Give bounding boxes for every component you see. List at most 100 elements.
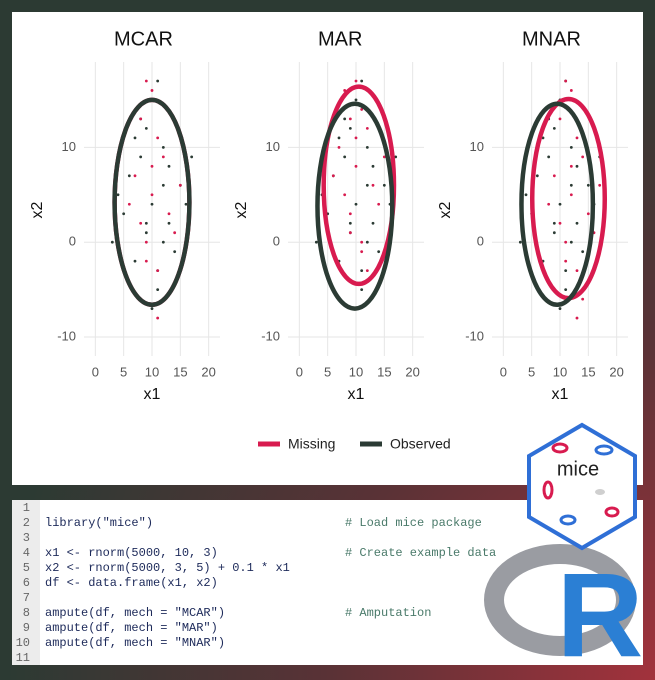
line-number: 9 bbox=[23, 621, 30, 635]
point bbox=[354, 79, 358, 83]
x-tick-label: 10 bbox=[553, 364, 567, 379]
point bbox=[360, 79, 364, 83]
point bbox=[122, 212, 126, 216]
code-text: ampute(df, mech = "MNAR") bbox=[45, 636, 225, 650]
point bbox=[569, 89, 573, 92]
y-tick-label: 0 bbox=[477, 234, 484, 249]
y-tick-label: 0 bbox=[69, 234, 76, 249]
point bbox=[144, 240, 148, 244]
point bbox=[156, 79, 160, 83]
x-tick-label: 15 bbox=[377, 364, 391, 379]
mice-text: mice bbox=[557, 458, 599, 480]
point bbox=[167, 221, 171, 225]
x-tick-label: 0 bbox=[500, 364, 507, 379]
point bbox=[575, 269, 579, 273]
point bbox=[360, 250, 364, 254]
code-lines: 12 library("mice") # Load mice package 34 x1… bbox=[16, 501, 497, 665]
point bbox=[184, 202, 188, 206]
point bbox=[547, 202, 551, 206]
point bbox=[156, 136, 160, 140]
point bbox=[365, 145, 369, 149]
point bbox=[161, 145, 165, 149]
point bbox=[348, 221, 352, 225]
x-tick-label: 5 bbox=[120, 364, 127, 379]
point bbox=[535, 174, 539, 178]
point bbox=[150, 307, 154, 310]
legend: Missing Observed bbox=[258, 436, 451, 452]
point bbox=[354, 202, 358, 206]
point bbox=[564, 240, 568, 244]
code-text: df <- data.frame(x1, x2) bbox=[45, 576, 218, 590]
legend-label: Observed bbox=[390, 436, 451, 452]
point bbox=[569, 183, 573, 187]
point bbox=[564, 269, 568, 273]
plots: MCAR 0 5 10 15 20 -10 0 10 x1 x2 MAR 0 5 10 15 20 -10 0 10 x… bbox=[29, 28, 628, 452]
point bbox=[581, 155, 585, 159]
point bbox=[161, 155, 165, 159]
point bbox=[116, 193, 120, 197]
point bbox=[173, 231, 177, 235]
point bbox=[569, 145, 573, 149]
point bbox=[569, 164, 573, 168]
x-tick-label: 20 bbox=[201, 364, 215, 379]
point bbox=[581, 250, 585, 254]
point bbox=[133, 259, 137, 263]
point bbox=[552, 126, 556, 130]
point bbox=[569, 193, 573, 197]
point bbox=[139, 155, 143, 159]
point bbox=[167, 212, 171, 216]
point bbox=[190, 155, 194, 159]
point bbox=[348, 231, 352, 235]
point bbox=[150, 89, 154, 92]
y-tick-label: -10 bbox=[465, 328, 484, 343]
point bbox=[144, 221, 148, 225]
point bbox=[382, 155, 386, 159]
mice-logo: mice bbox=[527, 422, 637, 551]
line-number: 7 bbox=[23, 591, 30, 605]
point bbox=[377, 250, 381, 254]
line-number: 8 bbox=[23, 606, 30, 620]
point bbox=[581, 297, 585, 301]
line-number: 2 bbox=[23, 516, 30, 530]
point bbox=[524, 193, 528, 197]
point bbox=[150, 202, 154, 206]
point bbox=[161, 240, 165, 244]
code-text: library("mice") bbox=[45, 516, 153, 530]
point bbox=[371, 164, 375, 168]
x-tick-label: 10 bbox=[349, 364, 363, 379]
point bbox=[552, 221, 556, 225]
point bbox=[348, 126, 352, 130]
point bbox=[150, 164, 154, 168]
point bbox=[337, 145, 341, 149]
point bbox=[547, 155, 551, 159]
point bbox=[365, 269, 369, 273]
point bbox=[156, 316, 160, 320]
code-comment: # Load mice package bbox=[345, 516, 482, 530]
point bbox=[343, 193, 347, 197]
point bbox=[343, 155, 347, 159]
line-number: 6 bbox=[23, 576, 30, 590]
ellipse bbox=[315, 101, 395, 311]
point bbox=[133, 174, 137, 178]
point bbox=[127, 202, 131, 206]
point bbox=[161, 183, 165, 187]
point bbox=[354, 136, 358, 140]
point bbox=[354, 98, 358, 102]
point bbox=[377, 202, 381, 206]
x-tick-label: 20 bbox=[609, 364, 623, 379]
x-tick-label: 5 bbox=[324, 364, 331, 379]
point bbox=[558, 202, 562, 206]
r-ring bbox=[484, 544, 636, 656]
ring bbox=[551, 442, 569, 454]
code-comment: # Create example data bbox=[345, 546, 496, 560]
point bbox=[365, 183, 369, 187]
code-comment: # Amputation bbox=[345, 606, 431, 620]
r-letter: R bbox=[557, 549, 644, 680]
point bbox=[139, 117, 143, 121]
point bbox=[575, 316, 579, 320]
x-tick-label: 15 bbox=[173, 364, 187, 379]
code-gutter bbox=[12, 500, 40, 665]
code-text: x2 <- rnorm(5000, 3, 5) + 0.1 * x1 bbox=[45, 561, 290, 575]
line-number: 4 bbox=[23, 546, 30, 560]
